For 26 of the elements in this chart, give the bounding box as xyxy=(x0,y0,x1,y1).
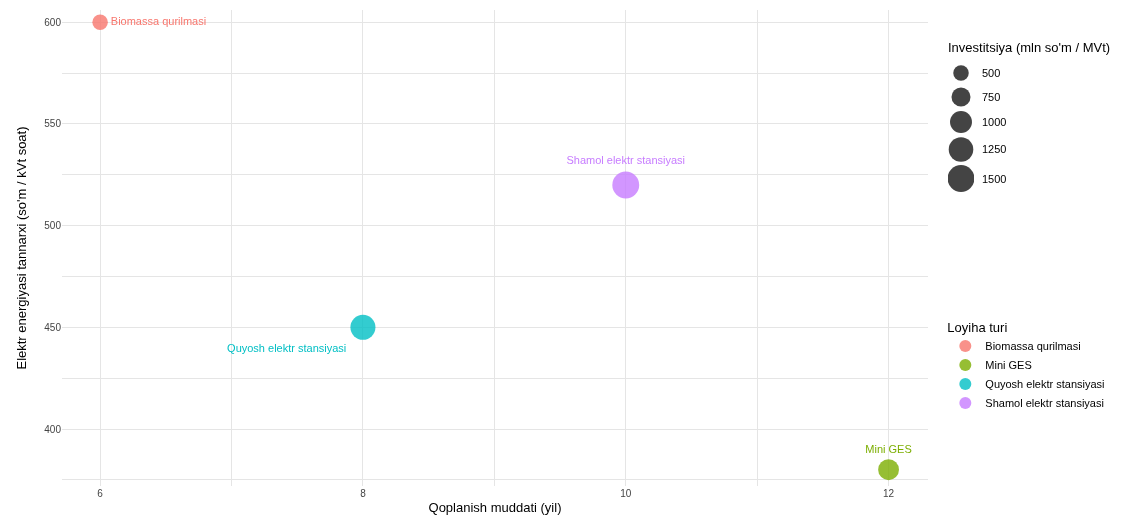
legend-label: 1500 xyxy=(982,172,1007,185)
x-tick-label: 10 xyxy=(620,488,632,499)
size-key: Investitsiya (mln so'm / MVt) 500 750 1000 1250 1500 xyxy=(948,40,1111,195)
legend-label: Mini GES xyxy=(985,359,1032,372)
x-tick-label: 12 xyxy=(883,488,895,499)
text: Shamol elektr stansiyasi xyxy=(566,154,686,167)
x-axis-title: Qoplanish muddati (yil) xyxy=(428,499,562,515)
x-tick-label: 8 xyxy=(360,488,367,499)
legend-label: 500 xyxy=(982,67,1001,79)
y-tick-label: 450 xyxy=(44,321,62,333)
x-tick-label: 6 xyxy=(97,488,104,499)
legend-label: Biomassa qurilmasi xyxy=(985,340,1081,353)
legend-title: Loyiha turi xyxy=(947,319,1008,335)
y-tick-label: 550 xyxy=(44,118,62,130)
y-tick-label: 500 xyxy=(44,220,62,232)
legend-label: Shamol elektr stansiyasi xyxy=(985,397,1104,410)
text: Quyosh elektr stansiyasi xyxy=(227,342,347,355)
y-axis-title: Elektr energiyasi tannarxi (so'm / kVt soat) xyxy=(14,126,29,370)
legend-label: 750 xyxy=(982,91,1001,103)
y-tick-label: 400 xyxy=(44,423,62,435)
text: Biomassa qurilmasi xyxy=(110,14,207,27)
text: Mini GES xyxy=(865,442,912,455)
legend-label: 1250 xyxy=(982,143,1007,156)
legend-label: 1000 xyxy=(982,115,1007,128)
y-tick-label: 600 xyxy=(44,16,62,28)
legend-label: Quyosh elektr stansiyasi xyxy=(985,378,1105,391)
